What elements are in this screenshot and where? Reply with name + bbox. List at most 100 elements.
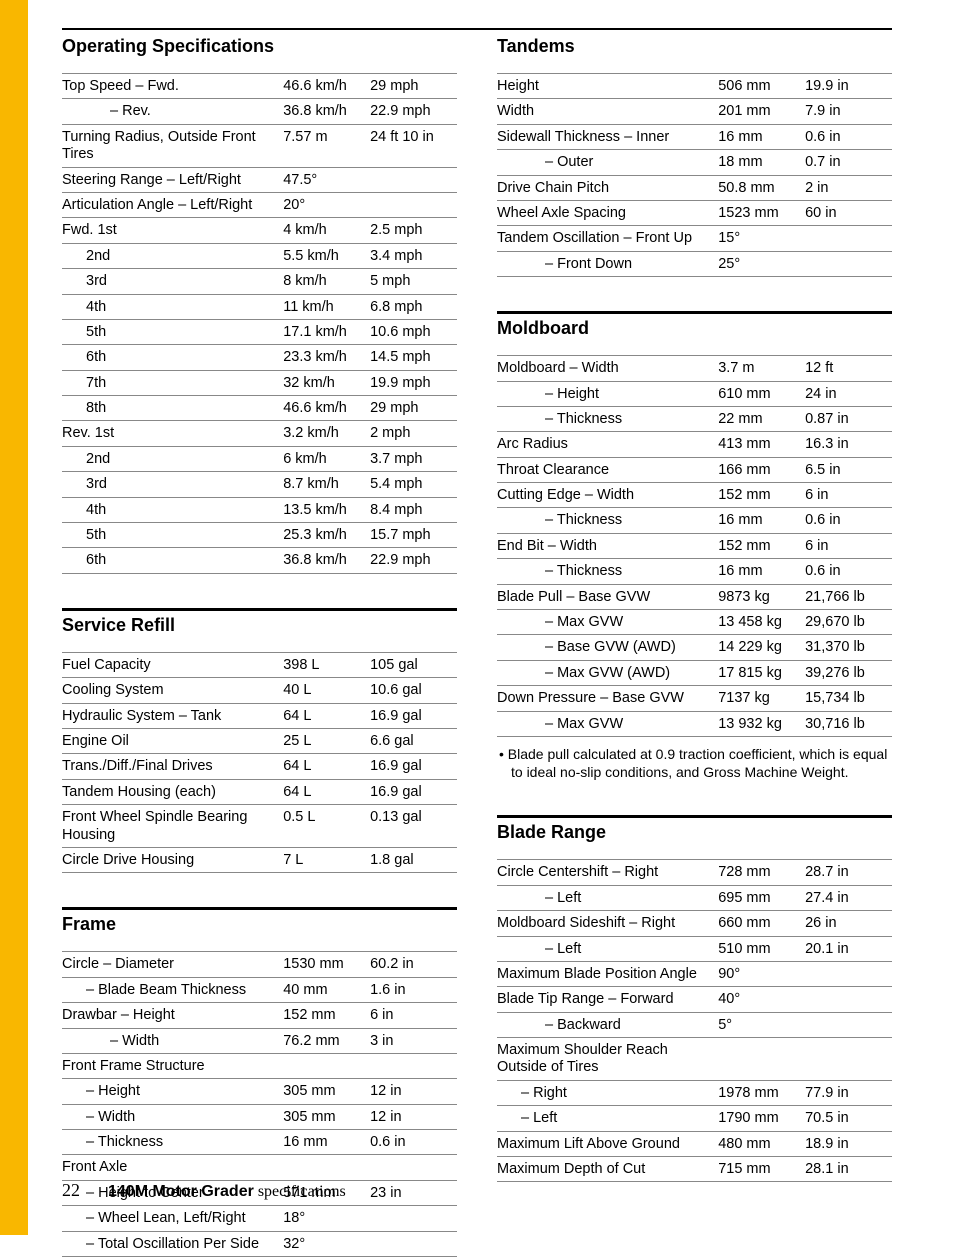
table-row: Blade Tip Range – Forward40°: [497, 987, 892, 1012]
top-horizontal-rule: [62, 28, 892, 30]
table-row: – Thickness22 mm0.87 in: [497, 406, 892, 431]
table-row: – Right1978 mm77.9 in: [497, 1080, 892, 1105]
row-value-metric: 40°: [718, 987, 805, 1012]
table-row: Sidewall Thickness – Inner16 mm0.6 in: [497, 124, 892, 149]
row-label: 2nd: [62, 243, 283, 268]
row-value-imperial: 3.4 mph: [370, 243, 457, 268]
table-row: – Height610 mm24 in: [497, 381, 892, 406]
table-row: Front Axle: [62, 1155, 457, 1180]
row-value-metric: 16 mm: [283, 1130, 370, 1155]
row-value-imperial: 77.9 in: [805, 1080, 892, 1105]
row-value-metric: 23.3 km/h: [283, 345, 370, 370]
table-row: Down Pressure – Base GVW7137 kg15,734 lb: [497, 686, 892, 711]
row-value-imperial: 2 in: [805, 175, 892, 200]
row-label: – Left: [497, 936, 718, 961]
row-label: Engine Oil: [62, 728, 283, 753]
row-value-metric: 64 L: [283, 779, 370, 804]
row-value-imperial: 16.9 gal: [370, 754, 457, 779]
table-row: 2nd5.5 km/h3.4 mph: [62, 243, 457, 268]
right-column: Tandems Height506 mm19.9 inWidth201 mm7.…: [497, 36, 892, 1257]
table-row: – Front Down25°: [497, 251, 892, 276]
row-value-imperial: 12 ft: [805, 356, 892, 381]
row-label: 2nd: [62, 446, 283, 471]
moldboard-footnote: • Blade pull calculated at 0.9 traction …: [497, 745, 892, 781]
table-row: Hydraulic System – Tank64 L16.9 gal: [62, 703, 457, 728]
row-value-metric: 17.1 km/h: [283, 319, 370, 344]
row-value-metric: 1978 mm: [718, 1080, 805, 1105]
table-row: 5th25.3 km/h15.7 mph: [62, 523, 457, 548]
row-label: – Left: [497, 885, 718, 910]
row-value-imperial: [805, 226, 892, 251]
row-value-imperial: 22.9 mph: [370, 548, 457, 573]
row-value-metric: 9873 kg: [718, 584, 805, 609]
row-value-metric: 8.7 km/h: [283, 472, 370, 497]
row-value-imperial: 29 mph: [370, 396, 457, 421]
table-row: 3rd8 km/h5 mph: [62, 269, 457, 294]
row-label: – Height: [497, 381, 718, 406]
row-label: 5th: [62, 523, 283, 548]
row-label: Tandem Oscillation – Front Up: [497, 226, 718, 251]
row-value-metric: 14 229 kg: [718, 635, 805, 660]
table-row: Maximum Blade Position Angle90°: [497, 961, 892, 986]
row-value-metric: 1523 mm: [718, 200, 805, 225]
row-value-metric: 506 mm: [718, 74, 805, 99]
table-row: – Thickness16 mm0.6 in: [497, 508, 892, 533]
row-value-metric: 11 km/h: [283, 294, 370, 319]
row-label: Maximum Shoulder Reach Outside of Tires: [497, 1038, 718, 1081]
table-row: Steering Range – Left/Right47.5°: [62, 167, 457, 192]
row-value-imperial: 12 in: [370, 1079, 457, 1104]
row-label: 8th: [62, 396, 283, 421]
row-label: Width: [497, 99, 718, 124]
row-label: – Thickness: [497, 508, 718, 533]
row-value-imperial: 15.7 mph: [370, 523, 457, 548]
row-label: – Thickness: [497, 406, 718, 431]
table-row: – Left1790 mm70.5 in: [497, 1106, 892, 1131]
row-label: 6th: [62, 548, 283, 573]
row-label: Fuel Capacity: [62, 652, 283, 677]
table-row: – Max GVW (AWD)17 815 kg39,276 lb: [497, 660, 892, 685]
table-row: Maximum Depth of Cut715 mm28.1 in: [497, 1157, 892, 1182]
table-row: Front Wheel Spindle Bearing Housing0.5 L…: [62, 805, 457, 848]
blade-range-table: Circle Centershift – Right728 mm28.7 in–…: [497, 859, 892, 1182]
row-value-imperial: 12 in: [370, 1104, 457, 1129]
row-value-imperial: 16.9 gal: [370, 703, 457, 728]
row-value-imperial: 6 in: [805, 533, 892, 558]
row-value-imperial: [805, 251, 892, 276]
row-value-imperial: 3 in: [370, 1028, 457, 1053]
row-value-metric: 480 mm: [718, 1131, 805, 1156]
row-value-imperial: [370, 1155, 457, 1180]
tandems-table: Height506 mm19.9 inWidth201 mm7.9 inSide…: [497, 73, 892, 277]
row-label: Maximum Depth of Cut: [497, 1157, 718, 1182]
row-label: Front Wheel Spindle Bearing Housing: [62, 805, 283, 848]
footer-product: 140M Motor Grader: [108, 1183, 254, 1200]
row-label: – Width: [62, 1104, 283, 1129]
left-column: Operating Specifications Top Speed – Fwd…: [62, 36, 457, 1257]
table-row: – Width76.2 mm3 in: [62, 1028, 457, 1053]
row-value-metric: 16 mm: [718, 124, 805, 149]
row-value-metric: 50.8 mm: [718, 175, 805, 200]
row-value-imperial: 30,716 lb: [805, 711, 892, 736]
row-label: 7th: [62, 370, 283, 395]
row-label: – Thickness: [497, 559, 718, 584]
row-value-metric: 32 km/h: [283, 370, 370, 395]
row-value-metric: 660 mm: [718, 911, 805, 936]
row-value-metric: 728 mm: [718, 860, 805, 885]
row-label: 4th: [62, 294, 283, 319]
row-value-imperial: 0.6 in: [805, 124, 892, 149]
row-label: Maximum Blade Position Angle: [497, 961, 718, 986]
row-label: – Blade Beam Thickness: [62, 977, 283, 1002]
row-value-imperial: 1.6 in: [370, 977, 457, 1002]
blade-range-title: Blade Range: [497, 822, 892, 843]
table-row: 3rd8.7 km/h5.4 mph: [62, 472, 457, 497]
table-row: Cutting Edge – Width152 mm6 in: [497, 483, 892, 508]
row-value-metric: 7137 kg: [718, 686, 805, 711]
row-value-imperial: 31,370 lb: [805, 635, 892, 660]
table-row: Turning Radius, Outside Front Tires7.57 …: [62, 124, 457, 167]
row-value-imperial: 28.1 in: [805, 1157, 892, 1182]
row-value-metric: 1530 mm: [283, 952, 370, 977]
row-label: Circle Drive Housing: [62, 847, 283, 872]
row-value-imperial: 105 gal: [370, 652, 457, 677]
row-value-imperial: 19.9 mph: [370, 370, 457, 395]
row-label: – Outer: [497, 150, 718, 175]
table-row: Circle Drive Housing7 L1.8 gal: [62, 847, 457, 872]
